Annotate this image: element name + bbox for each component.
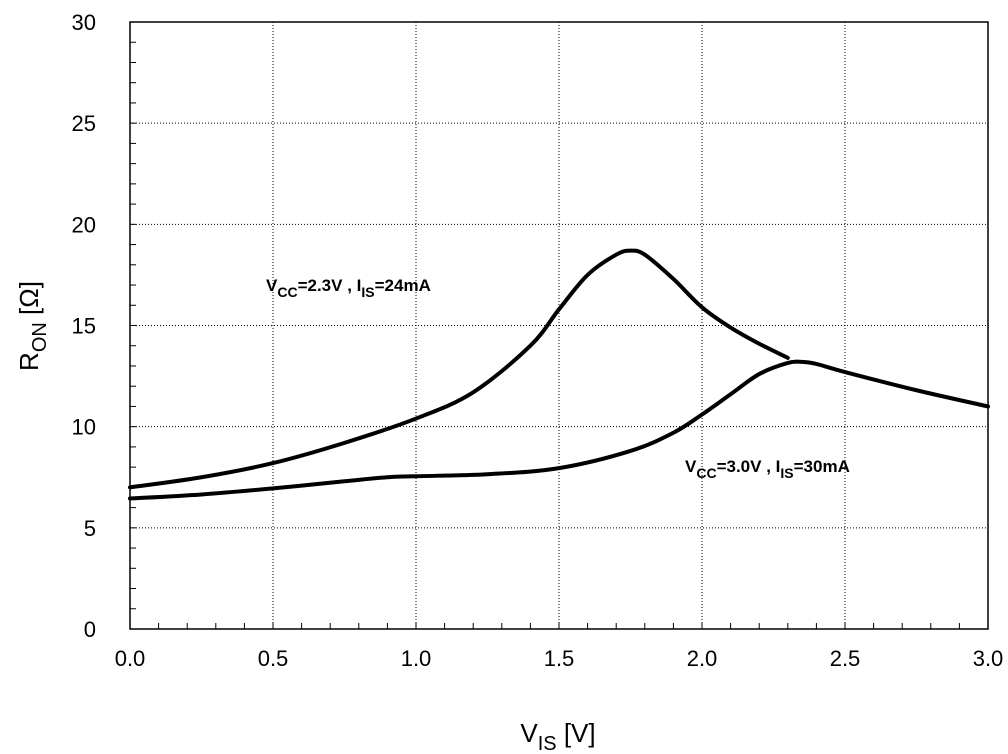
y-tick-labels: 0 5 10 15 20 25 30 [72,10,96,642]
y-tick-label: 25 [72,111,96,136]
y-tick-label: 0 [84,617,96,642]
series-line-2 [128,359,990,501]
plot-frame [129,21,989,630]
y-tick-label: 30 [72,10,96,35]
y-tick-label: 20 [72,212,96,237]
grid [130,22,988,629]
series-annotation-vcc-2-3v: VCC=2.3V , IIS=24mA [266,276,431,300]
x-tick-label: 0.0 [115,646,146,671]
x-axis-label: VIS [V] [520,718,595,754]
x-tick-label: 2.5 [830,646,861,671]
x-tick-labels: 0.0 0.5 1.0 1.5 2.0 2.5 3.0 [115,646,1004,671]
y-tick-label: 5 [84,516,96,541]
x-tick-label: 1.5 [544,646,575,671]
x-tick-label: 3.0 [973,646,1004,671]
y-axis-label: RON [Ω] [14,281,51,371]
series-annotation-vcc-3-0v: VCC=3.0V , IIS=30mA [685,457,850,481]
x-tick-label: 2.0 [687,646,718,671]
y-tick-label: 15 [72,314,96,339]
x-tick-label: 0.5 [258,646,289,671]
x-tick-label: 1.0 [401,646,432,671]
series-line-1 [128,248,790,490]
curves [128,248,990,501]
y-tick-label: 10 [72,415,96,440]
